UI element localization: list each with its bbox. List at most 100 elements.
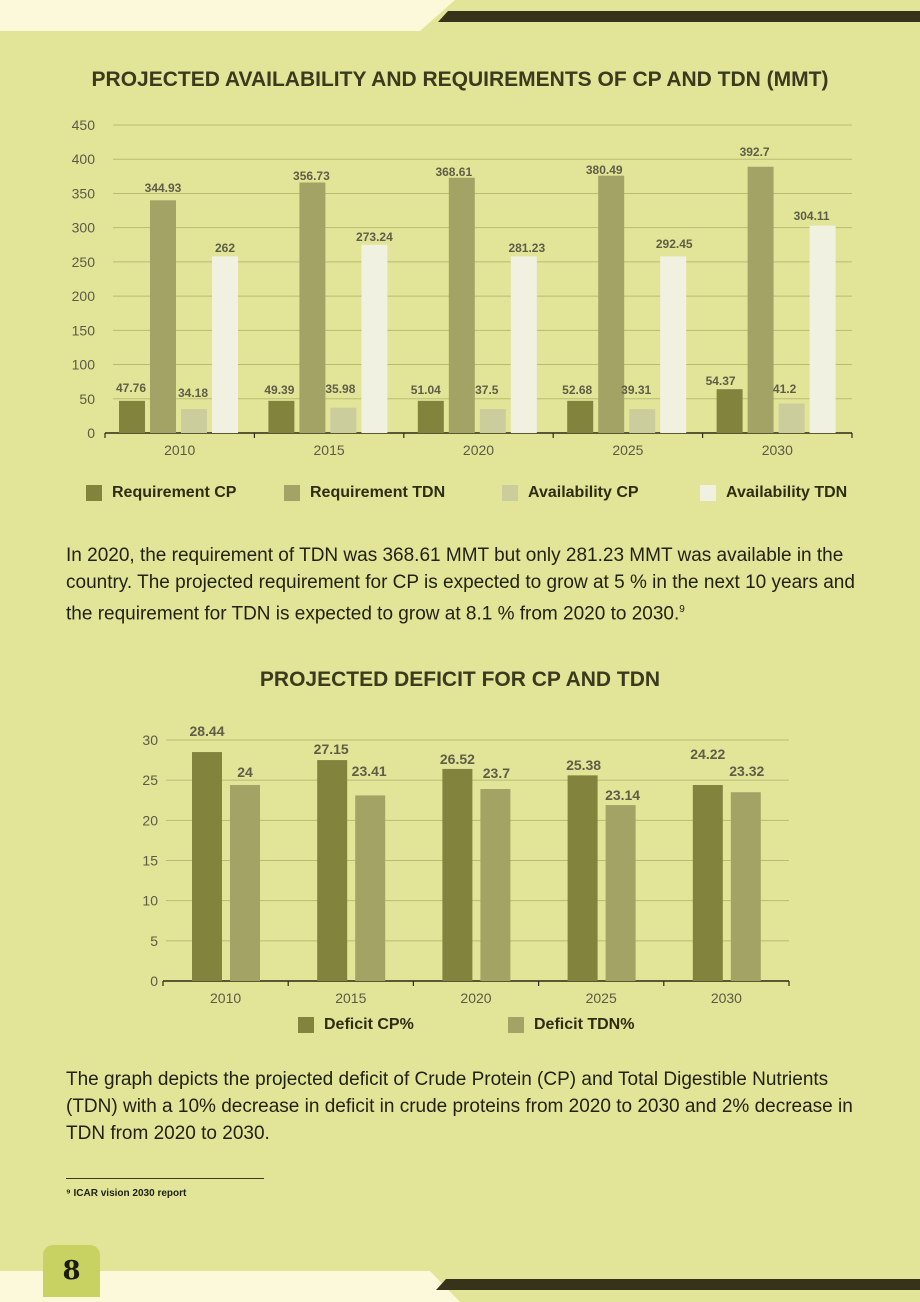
- legend-label: Requirement TDN: [310, 484, 446, 501]
- y-tick-label: 450: [72, 117, 96, 133]
- legend-deficit-cp: Deficit CP%: [298, 1016, 414, 1034]
- bar-requirement-tdn: [598, 175, 625, 433]
- legend-swatch: [284, 485, 300, 501]
- x-tick-label: 2020: [463, 442, 494, 458]
- x-tick-label: 2025: [612, 442, 643, 458]
- bar-deficit-cp-: [192, 752, 222, 981]
- data-label: 380.49: [586, 163, 623, 177]
- data-label: 37.5: [475, 383, 499, 397]
- x-tick-label: 2015: [335, 990, 366, 1006]
- legend-label: Deficit CP%: [324, 1016, 414, 1033]
- bar-deficit-tdn-: [605, 805, 636, 981]
- data-label: 54.37: [706, 374, 736, 388]
- data-label: 24: [237, 764, 253, 780]
- y-tick-label: 15: [142, 853, 158, 869]
- bar-deficit-tdn-: [730, 792, 761, 981]
- bar-deficit-cp-: [442, 768, 473, 981]
- data-label: 52.68: [562, 383, 592, 397]
- x-tick-label: 2015: [314, 442, 345, 458]
- page-number: 8: [43, 1245, 100, 1297]
- x-tick-label: 2010: [210, 990, 241, 1006]
- footnote: ⁹ ICAR vision 2030 report: [66, 1188, 187, 1199]
- data-label: 281.23: [508, 241, 545, 255]
- y-tick-label: 25: [142, 772, 158, 788]
- data-label: 344.93: [145, 181, 182, 195]
- legend-availability-cp: Availability CP: [502, 484, 639, 502]
- data-label: 392.7: [740, 145, 770, 159]
- data-label: 28.44: [189, 723, 224, 739]
- availability-requirements-chart: 0 50 100 150 200 250 300 350 400 450 2010 2015 2020 2…: [72, 117, 853, 458]
- bar-requirement-cp: [716, 389, 743, 433]
- y-tick-label: 30: [142, 732, 158, 748]
- paragraph-deficit: The graph depicts the projected deficit …: [66, 1069, 853, 1144]
- bar-availability-tdn: [510, 256, 537, 433]
- chart2-title: PROJECTED DEFICIT FOR CP AND TDN: [259, 668, 661, 691]
- data-label: 39.31: [621, 383, 651, 397]
- bar-availability-tdn: [361, 244, 388, 433]
- data-label: 47.76: [116, 381, 146, 395]
- data-label: 273.24: [356, 230, 393, 244]
- data-label: 24.22: [690, 746, 725, 762]
- bar-availability-cp: [778, 403, 805, 433]
- y-tick-label: 100: [72, 357, 96, 373]
- y-tick-label: 0: [150, 973, 158, 989]
- bar-requirement-cp: [268, 400, 295, 433]
- bar-deficit-cp-: [317, 760, 348, 981]
- legend-swatch: [502, 485, 518, 501]
- legend-label: Availability CP: [528, 484, 639, 501]
- legend-deficit-tdn: Deficit TDN%: [508, 1016, 634, 1034]
- y-tick-label: 10: [142, 893, 158, 909]
- y-tick-label: 200: [72, 288, 96, 304]
- bar-requirement-cp: [417, 400, 444, 433]
- data-label: 35.98: [325, 382, 355, 396]
- bar-availability-cp: [181, 409, 207, 433]
- paragraph-text: In 2020, the requirement of TDN was 368.…: [66, 545, 855, 625]
- header-light-band: [0, 0, 455, 31]
- data-label: 34.18: [178, 386, 208, 400]
- y-tick-label: 250: [72, 254, 96, 270]
- data-label: 356.73: [293, 169, 330, 183]
- bar-deficit-cp-: [692, 784, 723, 981]
- bar-requirement-tdn: [150, 200, 176, 433]
- data-label: 292.45: [656, 237, 693, 251]
- y-tick-label: 400: [72, 151, 96, 167]
- chart1-title: PROJECTED AVAILABILITY AND REQUIREMENTS …: [91, 68, 829, 91]
- legend-swatch: [508, 1017, 524, 1033]
- data-label: 49.39: [264, 383, 294, 397]
- bar-availability-cp: [479, 409, 506, 433]
- data-label: 304.11: [794, 209, 830, 223]
- bar-availability-tdn: [660, 256, 687, 433]
- legend-requirement-tdn: Requirement TDN: [284, 484, 445, 502]
- data-label: 27.15: [314, 741, 349, 757]
- bar-deficit-tdn-: [230, 784, 260, 981]
- data-label: 23.41: [352, 763, 387, 779]
- data-label: 23.32: [729, 763, 764, 779]
- data-label: 23.14: [605, 787, 640, 803]
- footnote-divider: [66, 1178, 264, 1179]
- x-tick-label: 2025: [586, 990, 617, 1006]
- y-tick-label: 50: [79, 391, 95, 407]
- bar-deficit-tdn-: [355, 795, 386, 981]
- bar-requirement-cp: [567, 400, 594, 433]
- data-label: 25.38: [566, 757, 601, 773]
- bar-deficit-cp-: [567, 775, 598, 981]
- y-tick-label: 150: [72, 322, 96, 338]
- bar-deficit-tdn-: [480, 789, 511, 981]
- y-tick-label: 300: [72, 220, 96, 236]
- x-tick-label: 2010: [164, 442, 195, 458]
- data-label: 262: [215, 241, 235, 255]
- bar-availability-tdn: [212, 256, 238, 433]
- data-label: 23.7: [483, 765, 510, 781]
- legend-label: Availability TDN: [726, 484, 848, 501]
- footnote-ref: 9: [679, 604, 685, 615]
- legend-label: Requirement CP: [112, 484, 237, 501]
- y-tick-label: 0: [87, 425, 95, 441]
- bar-requirement-cp: [119, 400, 145, 433]
- footer-dark-stripe: [436, 1279, 920, 1290]
- data-label: 26.52: [440, 751, 475, 767]
- legend-requirement-cp: Requirement CP: [86, 484, 236, 502]
- data-label: 51.04: [411, 383, 441, 397]
- bar-requirement-tdn: [747, 166, 774, 434]
- legend-label: Deficit TDN%: [534, 1016, 635, 1033]
